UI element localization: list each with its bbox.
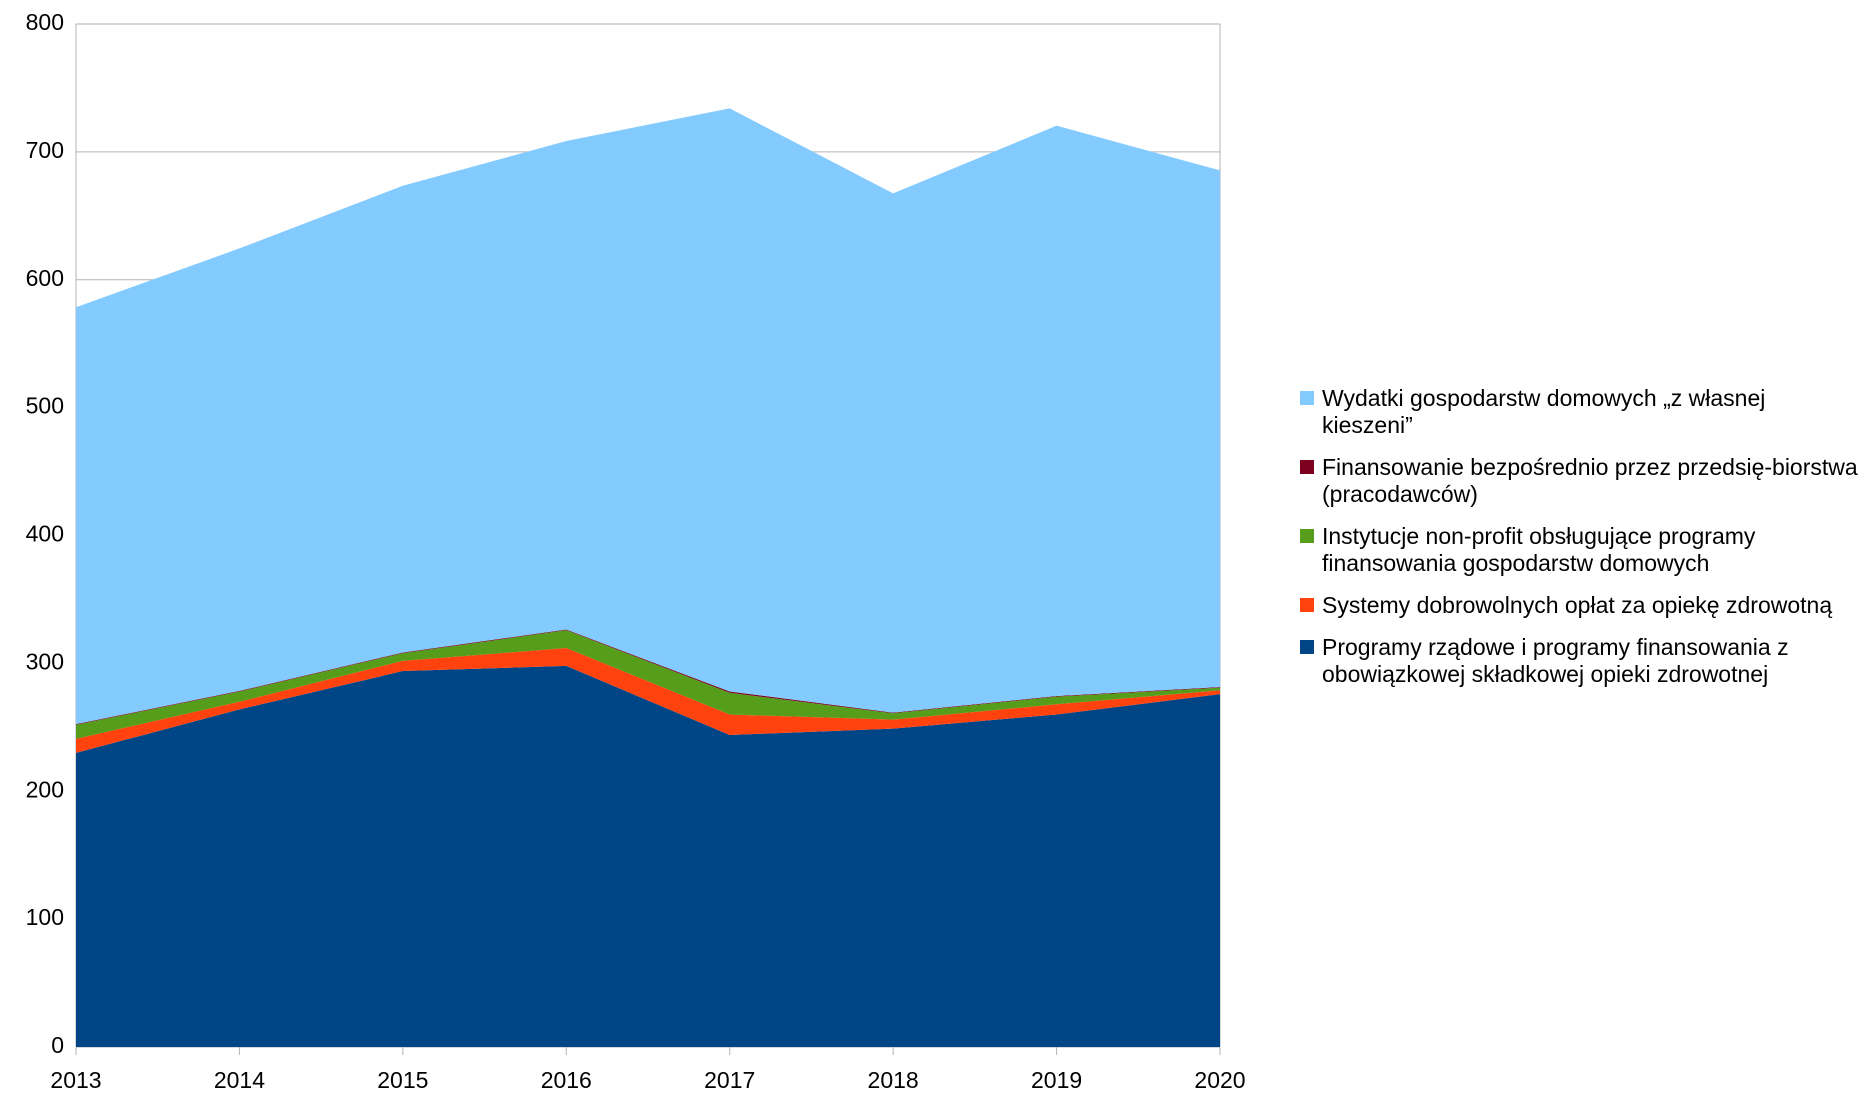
legend-label: Instytucje non-profit obsługujące progra… (1322, 523, 1756, 576)
area (76, 108, 1220, 725)
legend-swatch (1300, 460, 1314, 474)
x-tick-label: 2013 (50, 1067, 101, 1093)
x-tick-label: 2015 (377, 1067, 428, 1093)
legend-label: Wydatki gospodarstw domowych „z własnej … (1322, 385, 1766, 438)
area (76, 648, 1220, 753)
legend-item: Instytucje non-profit obsługujące progra… (1300, 523, 1860, 577)
y-tick-label: 600 (26, 265, 64, 291)
legend-label: Finansowanie bezpośrednio przez przedsię… (1322, 454, 1858, 507)
area (76, 665, 1220, 1047)
x-tick-label: 2019 (1031, 1067, 1082, 1093)
legend-label: Systemy dobrowolnych opłat za opiekę zdr… (1322, 592, 1833, 618)
x-tick-label: 2017 (704, 1067, 755, 1093)
legend-swatch (1300, 640, 1314, 654)
legend-item: Finansowanie bezpośrednio przez przedsię… (1300, 454, 1860, 508)
y-tick-label: 300 (26, 648, 64, 674)
x-tick-label: 2020 (1194, 1067, 1245, 1093)
x-tick-label: 2018 (868, 1067, 919, 1093)
y-tick-label: 100 (26, 904, 64, 930)
legend-item: Wydatki gospodarstw domowych „z własnej … (1300, 385, 1860, 439)
y-tick-label: 200 (26, 776, 64, 802)
legend-item: Systemy dobrowolnych opłat za opiekę zdr… (1300, 592, 1860, 619)
legend: Wydatki gospodarstw domowych „z własnej … (1300, 385, 1860, 703)
legend-label: Programy rządowe i programy finansowania… (1322, 634, 1789, 687)
y-tick-label: 700 (26, 137, 64, 163)
x-tick-label: 2016 (541, 1067, 592, 1093)
legend-swatch (1300, 598, 1314, 612)
y-tick-label: 500 (26, 393, 64, 419)
legend-item: Programy rządowe i programy finansowania… (1300, 634, 1860, 688)
x-tick-label: 2014 (214, 1067, 265, 1093)
y-tick-label: 0 (51, 1032, 64, 1058)
area (76, 630, 1220, 739)
legend-swatch (1300, 529, 1314, 543)
legend-swatch (1300, 391, 1314, 405)
y-tick-label: 800 (26, 9, 64, 35)
y-tick-label: 400 (26, 521, 64, 547)
